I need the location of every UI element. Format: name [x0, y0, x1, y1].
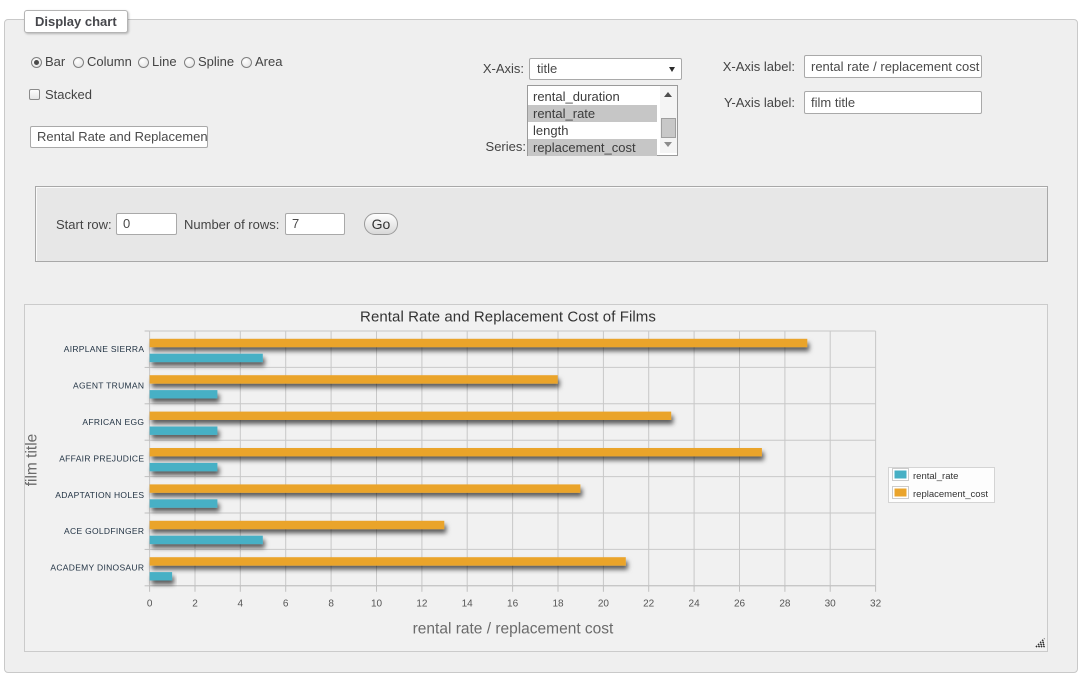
svg-text:replacement_cost: replacement_cost — [913, 489, 988, 500]
svg-text:24: 24 — [689, 598, 701, 609]
svg-text:28: 28 — [779, 598, 791, 609]
svg-text:6: 6 — [283, 598, 289, 609]
svg-text:16: 16 — [507, 598, 519, 609]
svg-text:AIRPLANE SIERRA: AIRPLANE SIERRA — [64, 344, 145, 354]
svg-text:Rental Rate and Replacement Co: Rental Rate and Replacement Cost of Film… — [360, 309, 656, 326]
svg-text:0: 0 — [147, 598, 153, 609]
svg-text:22: 22 — [643, 598, 655, 609]
svg-text:26: 26 — [734, 598, 746, 609]
svg-text:AFRICAN EGG: AFRICAN EGG — [82, 417, 144, 427]
svg-text:20: 20 — [598, 598, 610, 609]
svg-text:ACADEMY DINOSAUR: ACADEMY DINOSAUR — [50, 563, 144, 573]
svg-text:14: 14 — [462, 598, 474, 609]
svg-text:ACE GOLDFINGER: ACE GOLDFINGER — [64, 526, 144, 536]
svg-text:rental_rate: rental_rate — [913, 471, 958, 482]
svg-text:30: 30 — [825, 598, 837, 609]
svg-text:AGENT TRUMAN: AGENT TRUMAN — [73, 381, 144, 391]
svg-text:ADAPTATION HOLES: ADAPTATION HOLES — [55, 490, 144, 500]
svg-text:12: 12 — [416, 598, 428, 609]
svg-text:32: 32 — [870, 598, 882, 609]
svg-text:AFFAIR PREJUDICE: AFFAIR PREJUDICE — [59, 453, 144, 463]
svg-text:8: 8 — [328, 598, 334, 609]
svg-text:2: 2 — [192, 598, 198, 609]
svg-text:rental rate / replacement cost: rental rate / replacement cost — [413, 621, 614, 638]
svg-text:18: 18 — [552, 598, 564, 609]
svg-text:10: 10 — [371, 598, 383, 609]
svg-text:film title: film title — [25, 434, 41, 487]
svg-text:4: 4 — [238, 598, 244, 609]
